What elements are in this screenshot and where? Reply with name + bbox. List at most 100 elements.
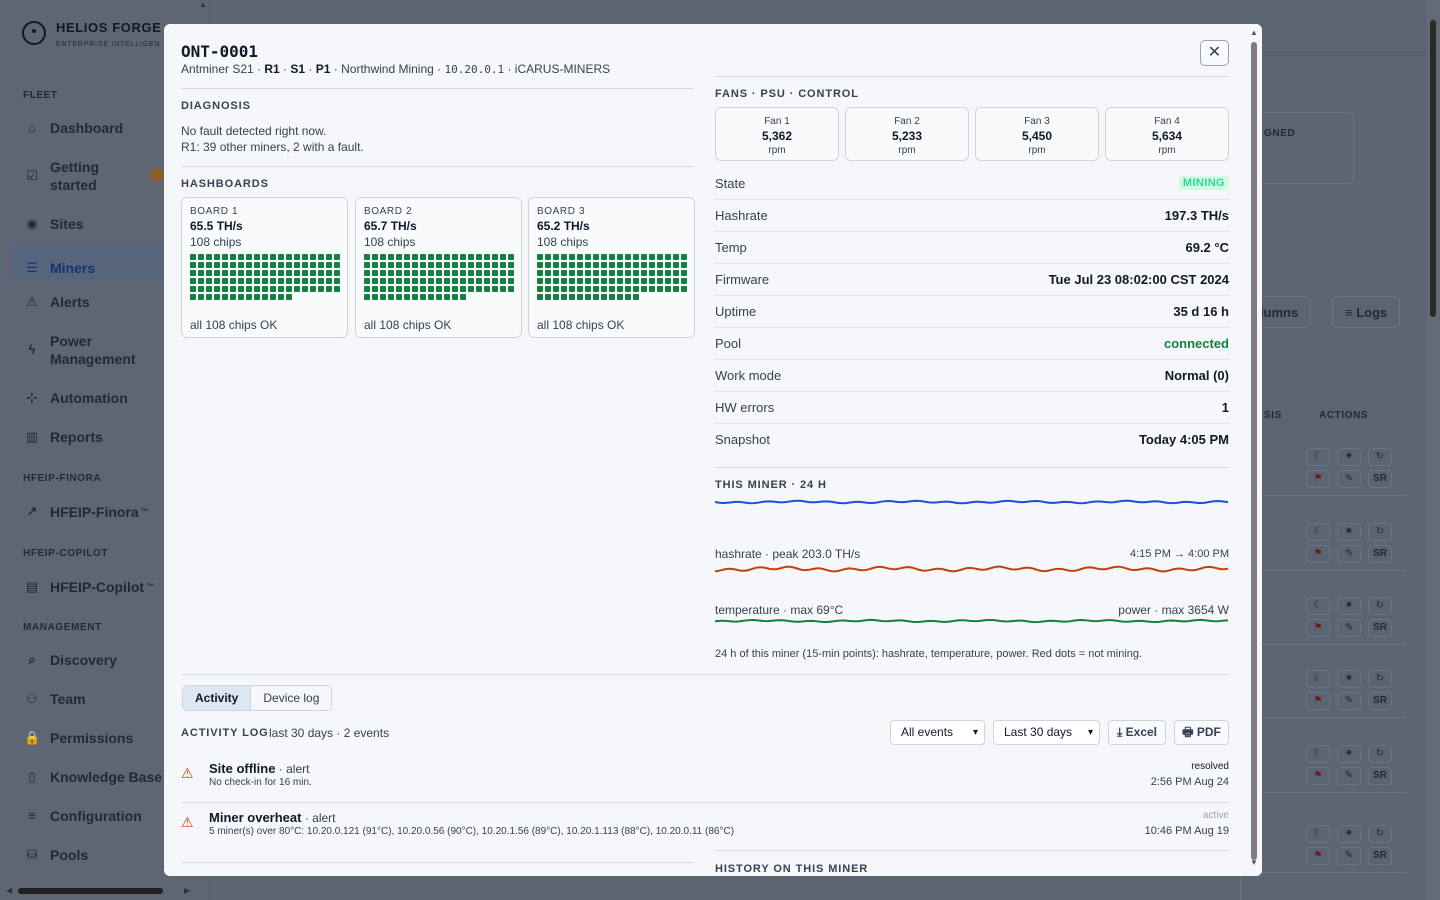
sidebar-item-copilot[interactable]: ▤ HFEIP-Copilot ™ <box>12 578 210 596</box>
table-row[interactable] <box>1246 511 1406 571</box>
scrollbar-thumb[interactable] <box>1430 20 1436 317</box>
sidebar-item-pools[interactable]: ⛁ Pools <box>12 846 210 864</box>
sidebar-item-getting-started[interactable]: ☑ Getting started <box>12 158 152 194</box>
modal-scrollbar[interactable]: ▲ ▼ <box>1246 24 1262 876</box>
flag-icon[interactable]: ⚑ <box>1306 692 1330 710</box>
stat-row-hw-errors: HW errors 1 <box>715 392 1229 424</box>
miner-owner: Northwind Mining <box>341 62 434 76</box>
table-row[interactable] <box>1246 733 1406 793</box>
columns-button[interactable]: olumns <box>1240 296 1312 328</box>
hashboard-card[interactable]: BOARD 2 65.7 TH/s 108 chips all 108 chip… <box>355 197 522 338</box>
flag-icon[interactable]: ⚑ <box>1306 619 1330 637</box>
scroll-right-icon[interactable]: ▶ <box>183 886 190 895</box>
sidebar-item-dashboard[interactable]: ⌂ Dashboard <box>12 119 210 137</box>
sidebar-item-reports[interactable]: ▥ Reports <box>12 428 210 446</box>
chip-cell <box>609 294 615 300</box>
sidebar-item-power-management[interactable]: ϟ Power Management <box>12 332 210 368</box>
edit-icon[interactable]: ✎ <box>1337 692 1361 710</box>
sleep-icon[interactable]: ☾ <box>1306 670 1330 688</box>
miner-pool-name: iCARUS-MINERS <box>514 62 611 76</box>
table-row[interactable] <box>1246 658 1406 718</box>
sleep-icon[interactable]: ☾ <box>1306 448 1330 466</box>
activity-event[interactable]: ⚠ Miner overheat · alert 5 miner(s) over… <box>181 804 1229 852</box>
edit-icon[interactable]: ✎ <box>1337 767 1361 785</box>
sidebar-item-sites[interactable]: ◉ Sites <box>12 215 210 233</box>
chip-cell <box>270 278 276 284</box>
sr-button[interactable]: SR <box>1368 767 1392 785</box>
window-vertical-scrollbar[interactable] <box>1427 0 1440 900</box>
chip-cell <box>246 262 252 268</box>
sleep-icon[interactable]: ☾ <box>1306 745 1330 763</box>
scroll-left-icon[interactable]: ◀ <box>6 886 13 895</box>
fan-unit: rpm <box>1028 145 1046 156</box>
column-header-diagnosis[interactable]: SIS <box>1264 410 1282 421</box>
sidebar-item-finora[interactable]: ↗ HFEIP-Finora ™ <box>12 503 210 521</box>
chip-cell <box>372 286 378 292</box>
tab-device-log[interactable]: Device log <box>251 686 332 710</box>
wake-icon[interactable]: ✷ <box>1337 825 1361 843</box>
sleep-icon[interactable]: ☾ <box>1306 597 1330 615</box>
edit-icon[interactable]: ✎ <box>1337 847 1361 865</box>
wake-icon[interactable]: ✷ <box>1337 597 1361 615</box>
wake-icon[interactable]: ✷ <box>1337 670 1361 688</box>
sidebar-item-automation[interactable]: ⊹ Automation <box>12 389 210 407</box>
wake-icon[interactable]: ✷ <box>1337 745 1361 763</box>
event-filter-select[interactable]: All events ▾ <box>890 720 985 745</box>
column-header-actions[interactable]: ACTIONS <box>1319 410 1369 421</box>
chip-cell <box>500 254 506 260</box>
table-row[interactable] <box>1246 585 1406 645</box>
reboot-icon[interactable]: ↻ <box>1368 825 1392 843</box>
sidebar-item-alerts[interactable]: ⚠ Alerts <box>12 293 210 311</box>
logs-button[interactable]: ≡ Logs <box>1332 296 1401 328</box>
flag-icon[interactable]: ⚑ <box>1306 767 1330 785</box>
sr-button[interactable]: SR <box>1368 470 1392 488</box>
scroll-down-icon[interactable]: ▼ <box>1250 858 1258 867</box>
sr-button[interactable]: SR <box>1368 619 1392 637</box>
reboot-icon[interactable]: ↻ <box>1368 523 1392 541</box>
date-range-select[interactable]: Last 30 days ▾ <box>993 720 1100 745</box>
sidebar-item-team[interactable]: ⚇ Team <box>12 690 210 708</box>
sr-button[interactable]: SR <box>1368 545 1392 563</box>
sidebar-scroll-up-icon[interactable]: ▲ <box>199 0 207 9</box>
table-row[interactable] <box>1246 813 1406 873</box>
edit-icon[interactable]: ✎ <box>1337 545 1361 563</box>
chip-cell <box>262 278 268 284</box>
scroll-up-icon[interactable]: ▲ <box>1250 28 1258 37</box>
sidebar-item-permissions[interactable]: 🔒 Permissions <box>12 729 210 747</box>
export-pdf-button[interactable]: 🖶 PDF <box>1174 720 1229 745</box>
sleep-icon[interactable]: ☾ <box>1306 523 1330 541</box>
edit-icon[interactable]: ✎ <box>1337 619 1361 637</box>
sidebar-item-knowledge-base[interactable]: ▯ Knowledge Base <box>12 768 210 786</box>
brand[interactable]: HELIOS FORGE ENTERPRISE INTELLIGEN <box>22 20 161 48</box>
chip-cell <box>436 278 442 284</box>
edit-icon[interactable]: ✎ <box>1337 470 1361 488</box>
tab-activity[interactable]: Activity <box>183 686 252 710</box>
sr-button[interactable]: SR <box>1368 692 1392 710</box>
sr-button[interactable]: SR <box>1368 847 1392 865</box>
activity-event[interactable]: ⚠ Site offline · alert No check-in for 1… <box>181 755 1229 803</box>
sidebar-item-configuration[interactable]: ≡ Configuration <box>12 807 210 825</box>
reboot-icon[interactable]: ↻ <box>1368 448 1392 466</box>
reboot-icon[interactable]: ↻ <box>1368 670 1392 688</box>
flag-icon[interactable]: ⚑ <box>1306 545 1330 563</box>
hashboard-card[interactable]: BOARD 3 65.2 TH/s 108 chips all 108 chip… <box>528 197 695 338</box>
stat-label: Firmware <box>715 272 770 287</box>
scrollbar-thumb[interactable] <box>1251 42 1257 860</box>
close-button[interactable]: ✕ <box>1200 40 1229 66</box>
flag-icon[interactable]: ⚑ <box>1306 470 1330 488</box>
wake-icon[interactable]: ✷ <box>1337 523 1361 541</box>
temperature-trend-label: temperature · max 69°C <box>715 603 844 617</box>
export-excel-button[interactable]: ⤓ Excel <box>1108 720 1166 745</box>
wake-icon[interactable]: ✷ <box>1337 448 1361 466</box>
sidebar-horizontal-scrollbar[interactable]: ◀ ▶ <box>6 886 190 896</box>
sidebar-item-discovery[interactable]: ⌕ Discovery <box>12 651 210 669</box>
scrollbar-thumb[interactable] <box>18 888 163 894</box>
flag-icon[interactable]: ⚑ <box>1306 847 1330 865</box>
reboot-icon[interactable]: ↻ <box>1368 597 1392 615</box>
chip-cell <box>673 286 679 292</box>
table-row[interactable] <box>1246 436 1406 496</box>
chip-cell <box>388 254 394 260</box>
sleep-icon[interactable]: ☾ <box>1306 825 1330 843</box>
reboot-icon[interactable]: ↻ <box>1368 745 1392 763</box>
hashboard-card[interactable]: BOARD 1 65.5 TH/s 108 chips all 108 chip… <box>181 197 348 338</box>
